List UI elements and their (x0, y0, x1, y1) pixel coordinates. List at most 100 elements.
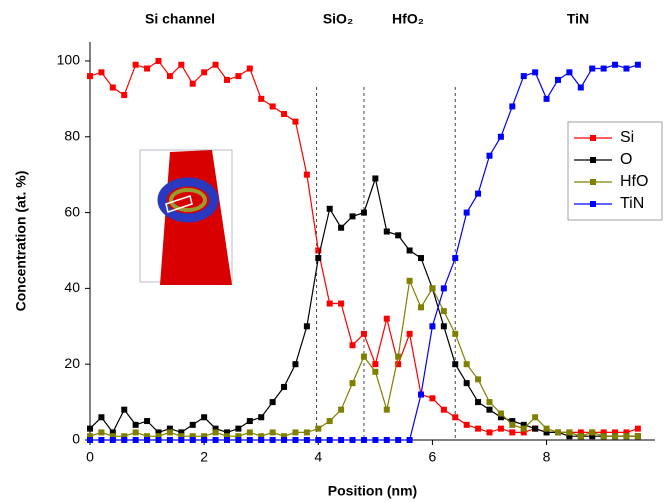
y-axis-title: Concentration (at. %) (13, 171, 29, 312)
data-point (201, 437, 207, 443)
y-tick-label: 80 (64, 127, 80, 143)
data-point (133, 429, 139, 435)
data-point (190, 422, 196, 428)
data-point (315, 426, 321, 432)
data-point (98, 69, 104, 75)
legend-label: TiN (620, 195, 644, 212)
data-point (258, 96, 264, 102)
data-point (338, 225, 344, 231)
data-point (544, 426, 550, 432)
data-point (235, 437, 241, 443)
data-point (475, 426, 481, 432)
y-tick-label: 100 (57, 52, 81, 68)
data-point (509, 429, 515, 435)
data-point (395, 354, 401, 360)
legend-marker (590, 179, 596, 185)
data-point (578, 84, 584, 90)
data-point (98, 414, 104, 420)
data-point (350, 380, 356, 386)
data-point (464, 380, 470, 386)
data-point (486, 429, 492, 435)
data-point (224, 437, 230, 443)
data-point (155, 58, 161, 64)
y-tick-label: 0 (72, 431, 80, 447)
data-point (521, 426, 527, 432)
data-point (486, 399, 492, 405)
x-tick-label: 0 (86, 449, 94, 465)
data-point (555, 77, 561, 83)
data-point (623, 433, 629, 439)
data-point (224, 77, 230, 83)
x-axis-title: Position (nm) (328, 483, 417, 499)
region-label: TiN (567, 11, 589, 27)
data-point (178, 437, 184, 443)
y-tick-label: 60 (64, 203, 80, 219)
data-point (213, 429, 219, 435)
data-point (475, 376, 481, 382)
data-point (544, 96, 550, 102)
data-point (372, 361, 378, 367)
data-point (133, 62, 139, 68)
data-point (589, 66, 595, 72)
data-point (304, 323, 310, 329)
data-point (327, 301, 333, 307)
data-point (144, 437, 150, 443)
data-point (623, 66, 629, 72)
data-point (155, 437, 161, 443)
data-point (555, 429, 561, 435)
legend-marker (590, 201, 596, 207)
data-point (532, 414, 538, 420)
data-point (361, 437, 367, 443)
data-point (190, 437, 196, 443)
data-point (532, 426, 538, 432)
legend-label: O (620, 151, 632, 168)
data-point (486, 407, 492, 413)
data-point (418, 255, 424, 261)
data-point (407, 331, 413, 337)
data-point (281, 437, 287, 443)
data-point (372, 437, 378, 443)
data-point (281, 111, 287, 117)
data-point (98, 429, 104, 435)
data-point (304, 429, 310, 435)
y-tick-label: 20 (64, 355, 80, 371)
data-point (509, 103, 515, 109)
y-tick-label: 40 (64, 279, 80, 295)
data-point (235, 426, 241, 432)
data-point (281, 384, 287, 390)
legend-label: Si (620, 129, 634, 146)
data-point (350, 342, 356, 348)
data-point (521, 73, 527, 79)
data-point (315, 255, 321, 261)
data-point (407, 278, 413, 284)
data-point (87, 437, 93, 443)
data-point (327, 437, 333, 443)
data-point (612, 62, 618, 68)
data-point (292, 361, 298, 367)
data-point (441, 285, 447, 291)
data-point (167, 429, 173, 435)
data-point (441, 308, 447, 314)
region-label: HfO₂ (392, 11, 424, 27)
data-point (395, 437, 401, 443)
data-point (327, 206, 333, 212)
data-point (167, 73, 173, 79)
data-point (201, 414, 207, 420)
data-point (350, 213, 356, 219)
data-point (361, 354, 367, 360)
data-point (464, 361, 470, 367)
data-point (418, 392, 424, 398)
data-point (429, 395, 435, 401)
x-tick-label: 8 (543, 449, 551, 465)
data-point (601, 66, 607, 72)
data-point (372, 369, 378, 375)
data-point (144, 418, 150, 424)
data-point (612, 433, 618, 439)
data-point (121, 92, 127, 98)
data-point (350, 437, 356, 443)
data-point (384, 437, 390, 443)
legend-box (568, 122, 662, 220)
data-point (475, 191, 481, 197)
data-point (452, 361, 458, 367)
data-point (247, 437, 253, 443)
